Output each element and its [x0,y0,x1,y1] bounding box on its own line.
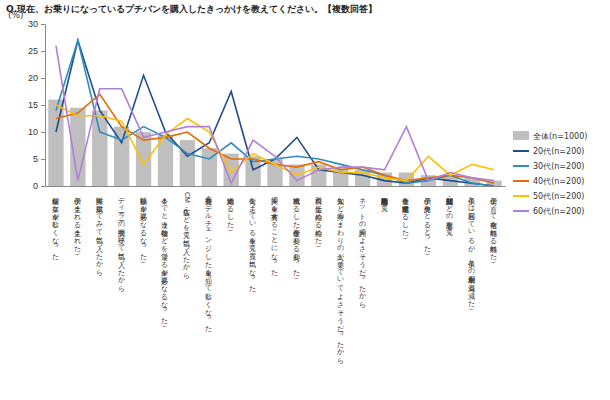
y-tick: 15 [28,100,45,110]
legend-label: 30代(n=200) [533,162,584,171]
x-tick-label: 両親と生活し始める（始めた） [315,192,322,247]
y-tick-label: 15 [28,100,38,110]
x-tick: 結婚する（した） [228,186,236,231]
y-tick-label: 30 [28,19,38,29]
x-tick-label: 仕事を定年退職する（した） [403,192,411,239]
x-tick: 運転が楽な車が欲しくなった [51,186,59,260]
bar [92,110,107,186]
y-tick: 25 [28,46,45,56]
x-tick-label: 子供が生まれる（生まれた） [73,192,81,255]
legend-swatch [513,180,529,182]
line [56,94,494,183]
y-tick-mark [41,132,45,133]
x-tick-label: 移動に車が必要になる（なった） [139,192,147,263]
legend-item: 全体(n=1000) [513,131,587,141]
x-tick: 仕事を定年退職する（した） [403,186,411,239]
x-tick-label: 子供が免許をとる（とった） [424,192,432,255]
y-tick: 0 [33,181,45,191]
y-tick: 10 [28,127,45,137]
legend-swatch [513,195,529,197]
x-tick-label: 実際に試乗してみて気に入ったから [96,192,103,276]
x-tick: 子供が免許をとる（とった） [424,186,432,255]
x-tick-label: 街を走っている車を見て買う気になった [250,192,257,292]
legend-swatch [513,131,529,140]
y-axis: 0 5 10 15 20 25 30 [28,19,46,191]
y-tick-label: 25 [28,46,38,56]
x-tick: 夫婦で車を共有することになった [271,186,279,276]
x-tick-label: 知人など身のまわりの人が乗っていてよさそうだったから [336,192,344,364]
y-tick: 30 [28,19,45,29]
legend-swatch [513,150,529,152]
y-tick: 5 [33,154,45,164]
x-tick: 子供が育って自宅を離れる（離れた） [490,186,498,263]
legend-item: 30代(n=200) [513,162,584,171]
legend-item: 20代(n=200) [513,147,584,156]
y-tick-label: 0 [33,181,38,191]
legend-swatch [513,165,529,167]
y-tick-label: 20 [28,73,38,83]
legend-label: 全体(n=1000) [533,132,587,141]
title: Q.現在、お乗りになっているプチバンを購入したきっかけを教えてください。【複数回… [6,4,377,14]
x-tick-label: 新聞・雑誌などの記事を見て [447,192,454,236]
legend-label: 40代(n=200) [533,177,584,186]
x-tick: 新発売・モデルチェンジした車を知って欲しくなった [205,186,213,332]
legend-item: 50代(n=200) [513,192,584,201]
legend-item: 40代(n=200) [513,177,584,186]
y-axis-line [41,25,46,187]
x-tick-label: 運転が楽な車が欲しくなった [51,192,59,260]
x-tick-label: 子供が育って自宅を離れる（離れた） [490,192,498,263]
line [56,105,494,181]
x-tick: ネットの評判でよさそうだったから [358,186,366,308]
x-tick-label: 今までと違う荷物などを運べる車が必要になる（なった） [161,192,169,327]
y-tick-mark [41,78,45,79]
x-tick: 今までと違う荷物などを運べる車が必要になる（なった） [161,186,169,327]
legend-swatch [513,210,529,212]
x-tick: CM・広告などを見て気に入ったから [184,186,191,279]
x-tick: 街を走っている車を見て買う気になった [250,186,257,292]
x-tick: ディーラーの説明を受けて気に入ったから [117,186,125,292]
x-tick-label: ネットの評判でよさそうだったから [358,192,366,308]
y-tick-label: 10 [28,127,38,137]
legend-item: 60代(n=200) [513,207,584,216]
x-tick-label: 自動車専門誌を見て [381,192,388,212]
legend-label: 50代(n=200) [533,192,584,201]
y-tick-mark [41,186,45,187]
chart: Q.現在、お乗りになっているプチバンを購入したきっかけを教えてください。【複数回… [0,0,610,400]
y-tick-mark [41,24,45,25]
bar [180,140,195,186]
x-tick-label: 子供とは同居しているが、子供との車利用が減る（減った） [468,192,476,310]
x-tick: 移動に車が必要になる（なった） [139,186,147,263]
plot-area [48,40,501,186]
x-tick: 自動車専門誌を見て [381,186,388,212]
y-tick-mark [41,159,45,160]
x-tick: 実際に試乗してみて気に入ったから [96,186,103,276]
x-tick: 子供が生まれる（生まれた） [73,186,81,255]
x-tick-label: ディーラーの説明を受けて気に入ったから [117,192,125,292]
x-tick: 就職する（した）・仕事が変わる（変わった） [292,186,301,279]
x-tick-label: 新発売・モデルチェンジした車を知って欲しくなった [205,192,213,332]
x-tick: 知人など身のまわりの人が乗っていてよさそうだったから [336,186,344,364]
legend-label: 60代(n=200) [533,207,584,216]
x-tick-label: 就職する（した）・仕事が変わる（変わった） [292,192,301,279]
x-tick: 両親と生活し始める（始めた） [315,186,322,247]
x-tick-label: 夫婦で車を共有することになった [271,192,279,276]
x-tick-label: CM・広告などを見て気に入ったから [184,192,191,279]
y-tick-mark [41,105,45,106]
x-axis-line [46,186,506,187]
line [56,46,494,184]
y-tick-label: 5 [33,154,38,164]
y-tick: 20 [28,73,45,83]
line [56,40,494,186]
legend-label: 20代(n=200) [533,147,584,156]
x-tick-label: 結婚する（した） [228,192,236,231]
y-tick-mark [41,51,45,52]
legend: 全体(n=1000) 20代(n=200) 30代(n=200) 40代(n=200)… [513,131,587,216]
x-axis: 運転が楽な車が欲しくなった 子供が生まれる（生まれた） 実際に試乗してみて気に入った… [46,186,506,364]
line [56,40,494,186]
y-axis-title: (%) [8,10,24,20]
x-tick: 子供とは同居しているが、子供との車利用が減る（減った） [468,186,476,310]
bar [202,148,217,186]
x-tick: 新聞・雑誌などの記事を見て [447,186,454,236]
